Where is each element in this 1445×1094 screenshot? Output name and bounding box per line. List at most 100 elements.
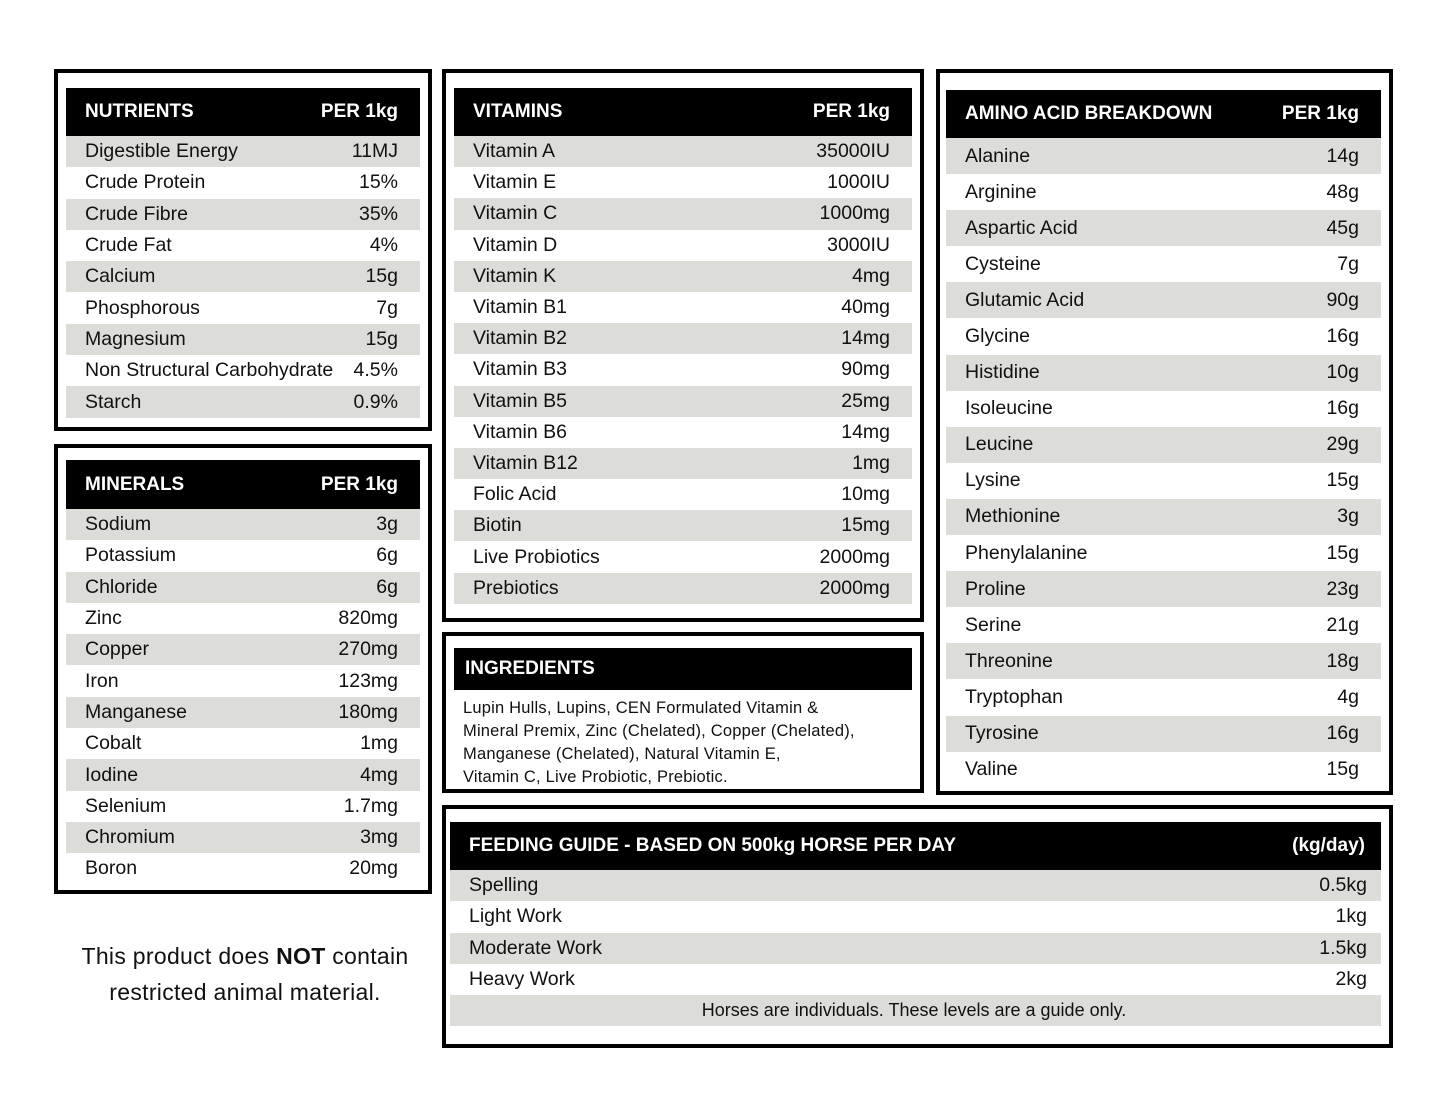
vitamins-header: VITAMINS PER 1kg [454, 88, 912, 136]
table-row: Heavy Work 2kg [450, 964, 1381, 995]
ingredients-text: Lupin Hulls, Lupins, CEN Formulated Vita… [463, 697, 855, 789]
row-value: 4mg [360, 763, 398, 786]
row-label: Vitamin B12 [473, 451, 578, 474]
table-row: Boron 20mg [66, 853, 420, 884]
disclaimer-bold: NOT [276, 943, 326, 969]
row-label: Glutamic Acid [965, 288, 1085, 311]
disclaimer-text: This product does [81, 943, 277, 969]
row-value: 20mg [349, 857, 398, 880]
row-label: Manganese [85, 700, 187, 723]
table-row: Chromium 3mg [66, 821, 420, 854]
row-label: Tyrosine [965, 722, 1039, 745]
table-row: Zinc 820mg [66, 603, 420, 634]
row-label: Phosphorous [85, 296, 200, 319]
amino-header: AMINO ACID BREAKDOWN PER 1kg [946, 90, 1381, 138]
row-value: 15g [1326, 758, 1359, 781]
row-label: Arginine [965, 180, 1037, 203]
table-row: Phenylalanine 15g [946, 535, 1381, 571]
row-value: 10mg [841, 483, 890, 506]
row-label: Iodine [85, 763, 139, 786]
table-row: Folic Acid 10mg [454, 479, 912, 510]
ingredients-line: Vitamin C, Live Probiotic, Prebiotic. [463, 768, 728, 786]
table-row: Glycine 16g [946, 318, 1381, 354]
row-label: Copper [85, 638, 149, 661]
feeding-guide-panel: FEEDING GUIDE - BASED ON 500kg HORSE PER… [442, 805, 1393, 1048]
row-label: Non Structural Carbohydrate [85, 359, 334, 382]
table-row: Non Structural Carbohydrate 4.5% [66, 355, 420, 386]
row-label: Moderate Work [469, 936, 602, 959]
row-value: 29g [1326, 433, 1359, 456]
row-value: 16g [1326, 325, 1359, 348]
row-value: 14g [1326, 144, 1359, 167]
table-row: Vitamin B12 1mg [454, 447, 912, 480]
table-row: Crude Protein 15% [66, 167, 420, 198]
amino-acid-panel: AMINO ACID BREAKDOWN PER 1kg Alanine 14g… [936, 69, 1393, 795]
nutrients-unit: PER 1kg [320, 101, 398, 122]
row-label: Folic Acid [473, 483, 557, 506]
table-row: Starch 0.9% [66, 386, 420, 418]
row-label: Calcium [85, 265, 156, 288]
table-row: Proline 23g [946, 571, 1381, 608]
table-row: Vitamin B1 40mg [454, 292, 912, 323]
table-row: Vitamin K 4mg [454, 260, 912, 292]
row-label: Iron [85, 669, 119, 692]
table-row: Light Work 1kg [450, 901, 1381, 932]
table-row: Sodium 3g [66, 509, 420, 541]
table-row: Phosphorous 7g [66, 292, 420, 323]
table-row: Live Probiotics 2000mg [454, 541, 912, 572]
row-label: Cysteine [965, 252, 1041, 275]
row-value: 35000IU [816, 140, 890, 163]
row-value: 15mg [841, 514, 890, 537]
minerals-header: MINERALS PER 1kg [66, 460, 420, 509]
table-row: Vitamin E 1000IU [454, 167, 912, 198]
table-row: Manganese 180mg [66, 696, 420, 729]
table-row: Tyrosine 16g [946, 715, 1381, 752]
table-row: Moderate Work 1.5kg [450, 932, 1381, 964]
row-value: 15g [1326, 541, 1359, 564]
row-value: 2000mg [819, 576, 890, 599]
row-label: Vitamin B3 [473, 358, 567, 381]
row-label: Boron [85, 857, 138, 880]
row-value: 45g [1326, 216, 1359, 239]
row-value: 15g [365, 265, 398, 288]
minerals-panel: MINERALS PER 1kg Sodium 3g Potassium 6g … [54, 444, 432, 894]
row-label: Chromium [85, 826, 175, 849]
amino-title: AMINO ACID BREAKDOWN [965, 103, 1213, 124]
row-value: 180mg [338, 700, 398, 723]
nutrients-panel: NUTRIENTS PER 1kg Digestible Energy 11MJ… [54, 69, 432, 431]
row-value: 25mg [841, 389, 890, 412]
amino-unit: PER 1kg [1281, 103, 1359, 124]
row-label: Aspartic Acid [965, 216, 1078, 239]
table-row: Chloride 6g [66, 571, 420, 603]
row-value: 16g [1326, 397, 1359, 420]
row-value: 11MJ [351, 140, 398, 163]
row-label: Digestible Energy [85, 140, 238, 163]
ingredients-title: INGREDIENTS [465, 658, 595, 679]
table-row: Serine 21g [946, 607, 1381, 643]
ingredients-line: Manganese (Chelated), Natural Vitamin E, [463, 745, 781, 763]
row-label: Histidine [965, 361, 1040, 384]
table-row: Iron 123mg [66, 665, 420, 696]
row-value: 90g [1326, 288, 1359, 311]
feeding-title: FEEDING GUIDE - BASED ON 500kg HORSE PER… [469, 835, 957, 856]
row-value: 23g [1326, 577, 1359, 600]
row-label: Leucine [965, 433, 1034, 456]
row-value: 4% [369, 234, 398, 257]
row-label: Spelling [469, 874, 539, 897]
table-row: Alanine 14g [946, 138, 1381, 175]
row-label: Crude Fibre [85, 202, 188, 225]
row-label: Proline [965, 577, 1026, 600]
row-value: 1.7mg [343, 794, 398, 817]
row-value: 40mg [841, 296, 890, 319]
nutrients-title: NUTRIENTS [85, 101, 194, 122]
table-row: Vitamin B2 14mg [454, 323, 912, 355]
row-label: Tryptophan [965, 685, 1063, 708]
feeding-header: FEEDING GUIDE - BASED ON 500kg HORSE PER… [450, 822, 1381, 870]
table-row: Lysine 15g [946, 463, 1381, 499]
row-label: Vitamin K [473, 264, 557, 287]
table-row: Threonine 18g [946, 643, 1381, 680]
row-value: 15g [365, 327, 398, 350]
ingredients-line: Mineral Premix, Zinc (Chelated), Copper … [463, 722, 855, 740]
table-row: Calcium 15g [66, 261, 420, 293]
row-label: Potassium [85, 544, 177, 567]
